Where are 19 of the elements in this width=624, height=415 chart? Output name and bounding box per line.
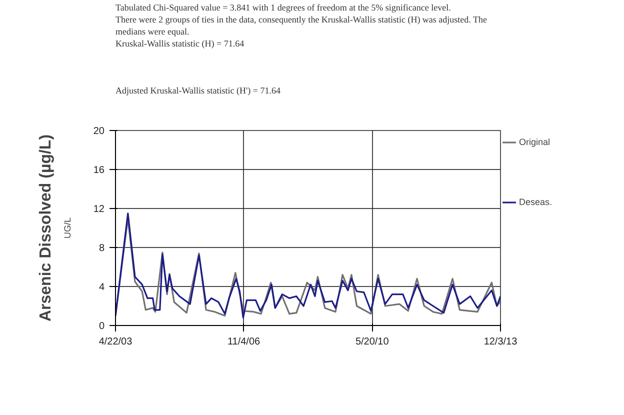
- y-tick-label: 8: [98, 243, 105, 254]
- text: Adjusted Kruskal-Wallis statistic (H') = 71.64: [116, 86, 281, 96]
- y-tick-label: 12: [93, 204, 105, 215]
- legend-label: Original: [519, 137, 550, 147]
- y-tick-label: 0: [98, 321, 105, 332]
- y-tick-label: 20: [93, 126, 105, 137]
- y-axis-title: UG/L: [62, 217, 72, 239]
- text: Arsenic Dissolved (µg/L): [38, 134, 54, 322]
- legend-label: Deseas.: [519, 197, 552, 207]
- text: Kruskal-Wallis statistic (H) = 71.64: [116, 38, 245, 48]
- x-tick-label: 11/4/06: [227, 336, 261, 348]
- x-tick-label: 5/20/10: [355, 336, 390, 348]
- text: There were 2 groups of ties in the data, consequently the Kruskal-Wallis statistic (H) was adjusted. The: [116, 14, 488, 24]
- text: Tabulated Chi-Squared value = 3.841 with 1 degrees of freedom at the 5% significance level.: [116, 2, 451, 12]
- y-tick-label: 4: [98, 282, 105, 293]
- x-tick-label: 4/22/03: [98, 336, 133, 348]
- text: medians were equal.: [116, 26, 190, 36]
- x-tick-label: 12/3/13: [484, 336, 518, 348]
- y-tick-label: 16: [93, 165, 105, 176]
